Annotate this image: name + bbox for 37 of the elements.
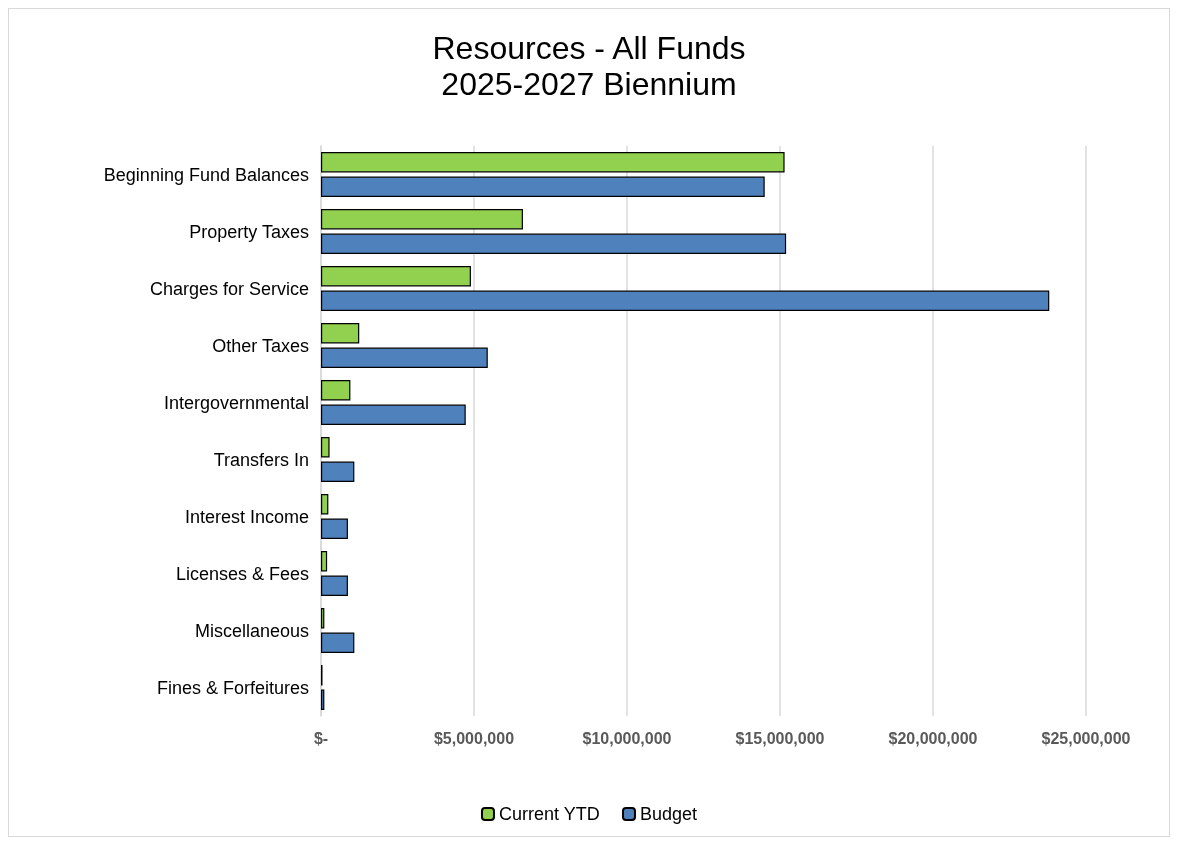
x-tick-label: $25,000,000 (1041, 729, 1131, 747)
bar (321, 322, 360, 344)
bar (321, 461, 355, 483)
bar (321, 493, 329, 515)
chart-title: Resources - All Funds (432, 30, 746, 66)
y-tick-label: Other Taxes (212, 335, 309, 356)
bar (321, 404, 466, 426)
y-tick-label: Charges for Service (149, 278, 309, 299)
x-tick-label: $15,000,000 (735, 729, 825, 747)
y-tick-label: Transfers In (213, 449, 309, 470)
bar (321, 632, 355, 654)
bar (321, 518, 348, 540)
chart-subtitle: 2025-2027 Biennium (441, 66, 737, 102)
bar (321, 575, 348, 597)
y-tick-label: Intergovernmental (163, 392, 309, 413)
bar (321, 151, 785, 173)
x-tick-label: $5,000,000 (433, 729, 515, 747)
x-tick-label: $20,000,000 (888, 729, 978, 747)
y-tick-label: Property Taxes (189, 221, 309, 242)
bar (321, 265, 471, 287)
legend-label: Budget (639, 804, 698, 824)
bar (321, 233, 787, 255)
bar (321, 347, 488, 369)
bar (321, 176, 765, 198)
x-tick-label: $- (313, 729, 329, 747)
y-tick-label: Fines & Forfeitures (156, 677, 309, 698)
bar (321, 290, 1050, 312)
bar (321, 436, 330, 458)
legend-label: Current YTD (498, 804, 600, 824)
y-tick-label: Beginning Fund Balances (103, 164, 309, 185)
x-tick-label: $10,000,000 (582, 729, 672, 747)
bar (321, 379, 351, 401)
y-tick-label: Interest Income (184, 506, 309, 527)
y-tick-label: Licenses & Fees (175, 563, 309, 584)
y-tick-label: Miscellaneous (194, 620, 309, 641)
bar (321, 550, 328, 572)
bar (321, 208, 523, 230)
